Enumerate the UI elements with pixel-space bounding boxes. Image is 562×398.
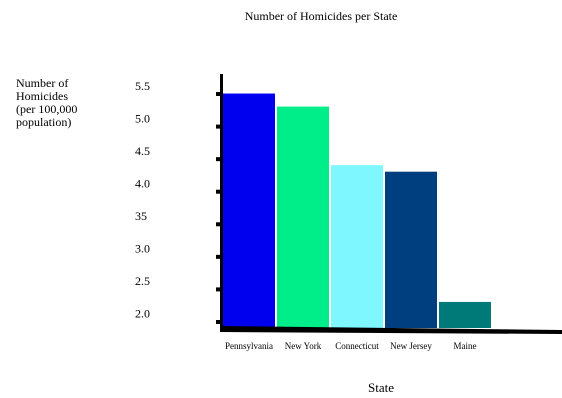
bar bbox=[439, 301, 491, 328]
y-tick-label: 2.0 bbox=[135, 307, 150, 321]
y-tick-mark bbox=[216, 254, 220, 259]
y-tick-mark bbox=[216, 157, 220, 162]
x-tick-label: Maine bbox=[454, 341, 477, 351]
y-axis-label-line: Number of bbox=[16, 76, 69, 90]
x-tick-label: New Jersey bbox=[390, 341, 432, 351]
y-axis-label-line: population) bbox=[16, 115, 72, 129]
x-tick-label: Connecticut bbox=[335, 341, 379, 351]
x-tick-label: New York bbox=[285, 341, 322, 351]
y-tick-mark bbox=[216, 189, 220, 194]
bar bbox=[223, 93, 275, 329]
y-tick-label: 4.5 bbox=[135, 144, 150, 158]
y-tick-label: 35 bbox=[135, 209, 147, 223]
x-axis-tick-labels: Pennsylvania New York Connecticut New Jerse… bbox=[225, 341, 477, 351]
bar bbox=[385, 171, 437, 328]
y-tick-label: 5.5 bbox=[135, 79, 150, 93]
bar bbox=[331, 165, 383, 328]
y-tick-label: 5.0 bbox=[135, 111, 150, 125]
y-tick-label: 4.0 bbox=[135, 176, 150, 190]
chart-title: Number of Homicides per State bbox=[244, 9, 398, 23]
bar bbox=[277, 106, 329, 328]
y-axis-label: Number of Homicides (per 100,000 populat… bbox=[16, 77, 116, 129]
y-axis-ticks: 5.5 5.0 4.5 4.0 35 3.0 2.5 2.0 bbox=[135, 79, 220, 324]
bars bbox=[223, 93, 491, 329]
y-tick-label: 3.0 bbox=[135, 242, 150, 256]
y-tick-mark bbox=[216, 222, 220, 227]
x-axis-line bbox=[220, 326, 562, 334]
y-axis-label-line: Homicides bbox=[16, 89, 68, 103]
y-axis-line bbox=[220, 74, 223, 332]
y-tick-mark bbox=[216, 287, 220, 292]
y-tick-mark bbox=[216, 319, 220, 324]
x-tick-label: Pennsylvania bbox=[225, 341, 273, 351]
y-axis-label-line: (per 100,000 bbox=[16, 102, 78, 116]
y-tick-label: 2.5 bbox=[135, 274, 150, 288]
y-tick-mark bbox=[216, 92, 220, 97]
x-axis-label: State bbox=[368, 380, 394, 395]
y-tick-mark bbox=[216, 124, 220, 129]
